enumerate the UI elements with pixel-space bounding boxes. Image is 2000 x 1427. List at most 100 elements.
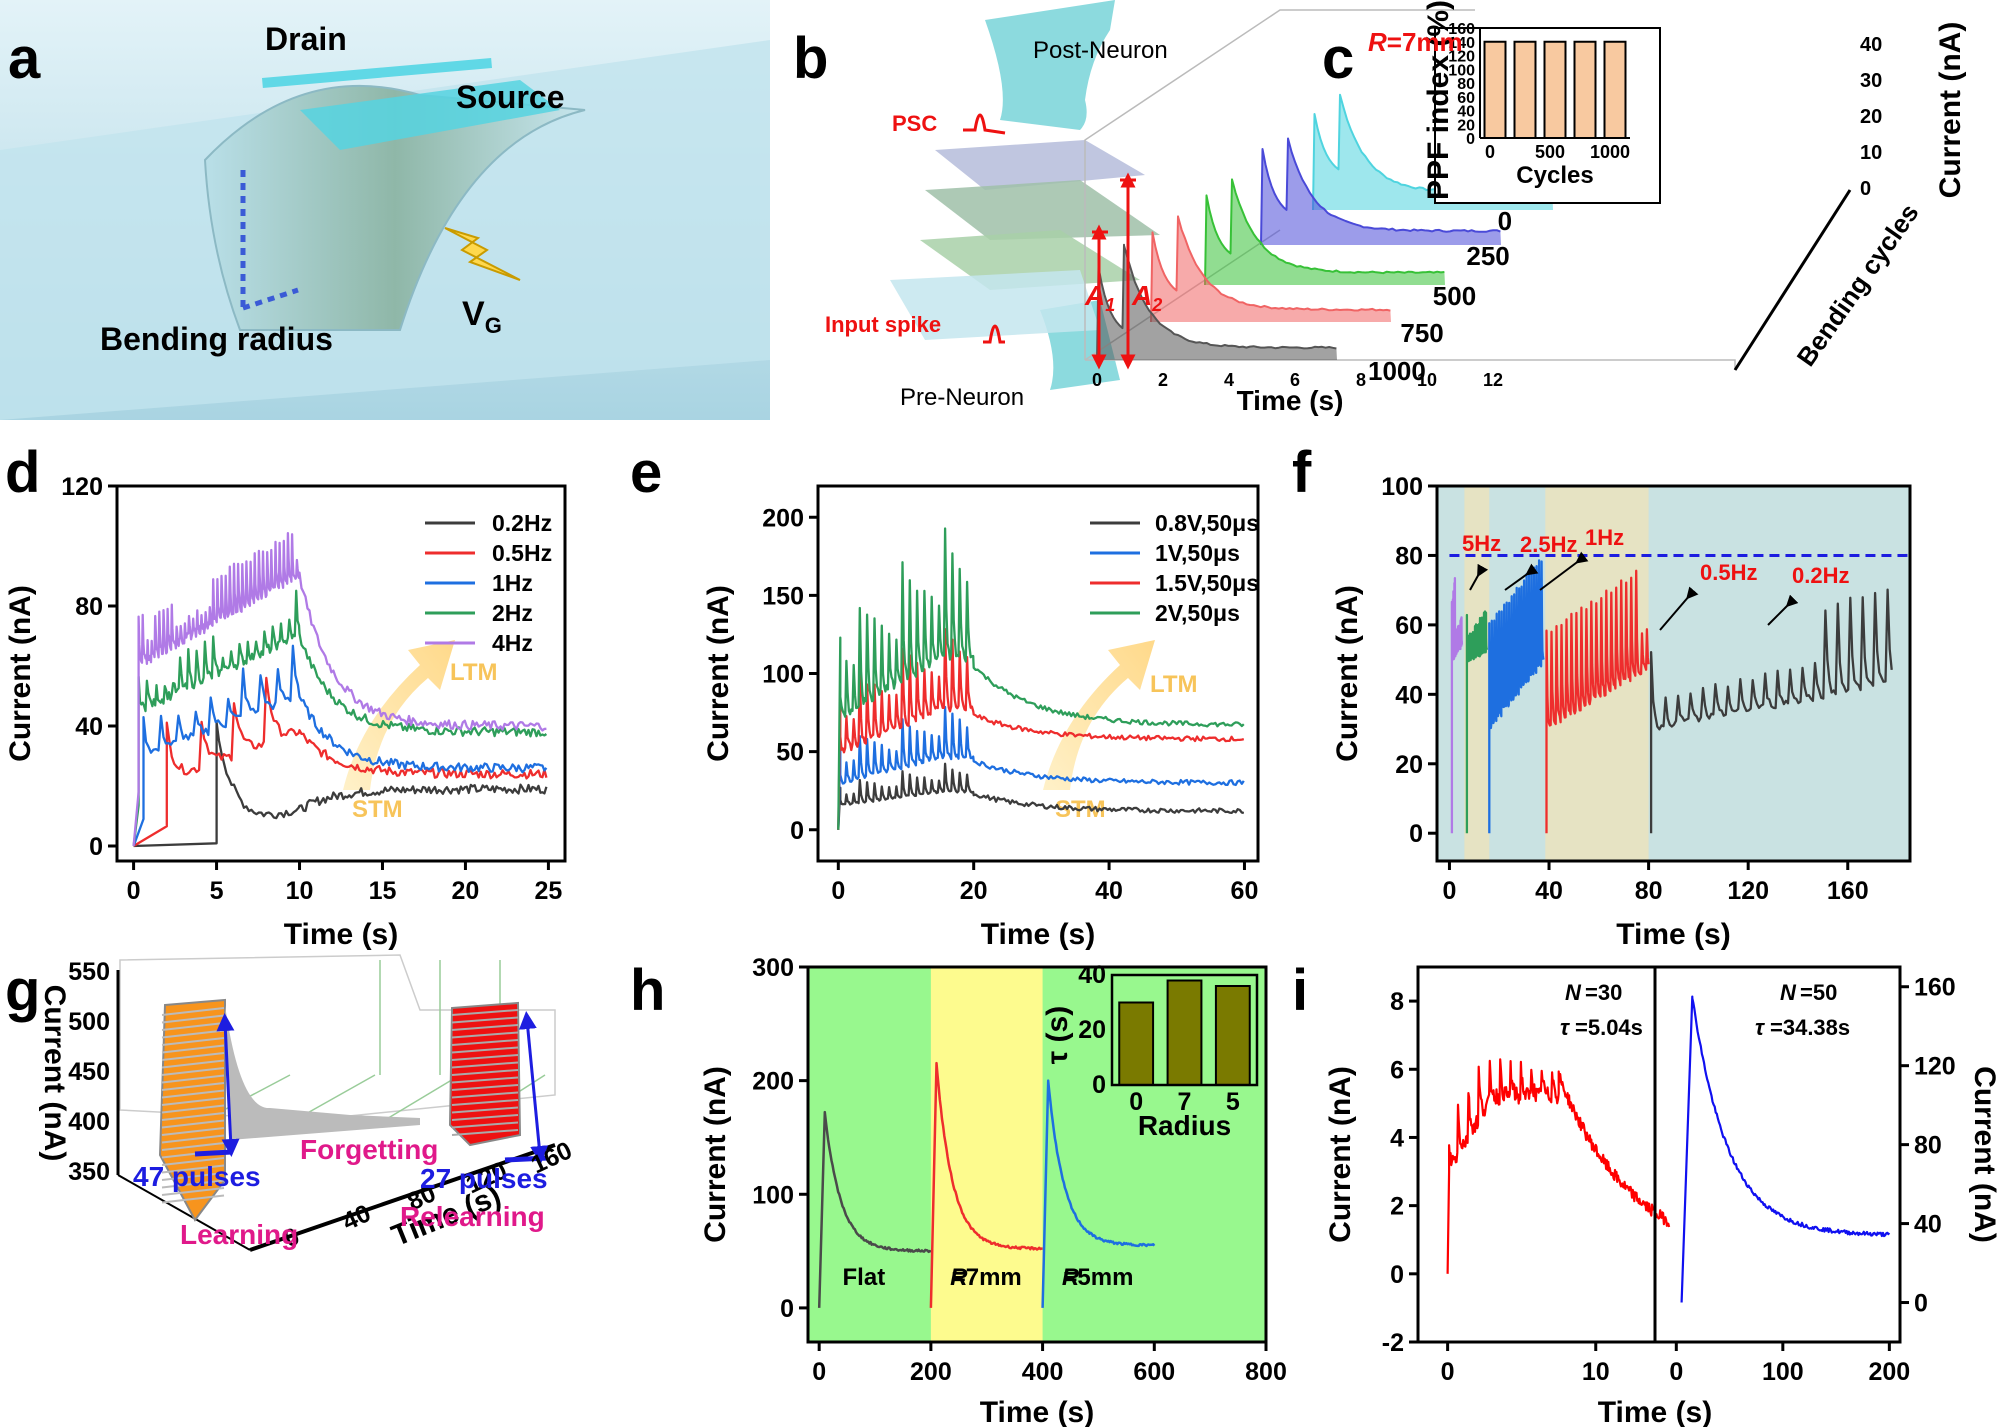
- panel-d-x-tick-label: 5: [210, 877, 224, 905]
- tau-x-tick-label: 5: [1226, 1088, 1240, 1116]
- series-1.5V,50μs-line: [837, 627, 1245, 830]
- pre-neuron-label: Pre-Neuron: [900, 384, 1024, 411]
- series-250-area: [1261, 138, 1501, 245]
- n30-italic: N: [1565, 980, 1582, 1005]
- series-n30-line: [1446, 1058, 1671, 1274]
- relearning-pulse: [451, 1106, 519, 1114]
- panel-g-y-label: Current (nA): [38, 985, 71, 1162]
- panel-d-y-tick-label: 0: [89, 833, 103, 861]
- ppf-y-tick-label: 20: [1457, 117, 1475, 134]
- ltm-arrow: [1043, 640, 1155, 790]
- panel-g-back-grid: [119, 954, 556, 1121]
- panel-e-y-tick-label: 100: [762, 661, 804, 689]
- panel-g-floor-grid: [384, 1074, 461, 1121]
- legend-label: 0.5Hz: [492, 540, 552, 566]
- panel-g-letter: g: [5, 958, 40, 1023]
- radius-label: R=7mm: [1368, 27, 1463, 57]
- relearning-pulse: [451, 1009, 519, 1016]
- learning-pulse: [161, 1142, 225, 1151]
- learning-pulse: [161, 1104, 225, 1114]
- panel-d-frame: [115, 484, 567, 863]
- panel-d-x-tick-label: 0: [127, 877, 141, 905]
- panel-c-x-tick-label: 4: [1224, 370, 1234, 390]
- panel-i-right-x-tick-label: 200: [1868, 1358, 1910, 1386]
- ppf-y-tick-label: 80: [1457, 76, 1475, 93]
- panel-h-letter: h: [630, 958, 665, 1023]
- legend-label: 0.8V,50μs: [1155, 510, 1259, 536]
- series-0.5Hz-line: [133, 676, 548, 847]
- bending-cycle-tick-label: 1000: [1368, 356, 1426, 386]
- panel-c-x-tick-label: 0: [1092, 370, 1102, 390]
- series-R=7mm-line: [929, 1061, 1043, 1308]
- n30-label: =30: [1585, 980, 1622, 1005]
- learning-pulse: [161, 1157, 225, 1166]
- panel-f-y-tick-label: 100: [1381, 473, 1423, 501]
- tau-y-tick-label: 20: [1078, 1016, 1106, 1044]
- drain-label: Drain: [265, 21, 347, 57]
- panel-f-x-tick-label: 80: [1635, 877, 1663, 905]
- panel-g-y-tick-label: 500: [68, 1008, 110, 1036]
- frequency-arrow: [1767, 594, 1799, 626]
- series-2V,50μs-line: [837, 527, 1245, 830]
- panel-f-y-label: Current (nA): [1331, 585, 1364, 762]
- ppf-y-tick-label: 60: [1457, 90, 1475, 107]
- tau-bar: [1166, 979, 1203, 1086]
- relearning-pulse: [451, 1091, 519, 1099]
- frequency-arrow: [1539, 551, 1589, 591]
- layer-4: [890, 270, 1100, 340]
- panel-h-y-tick-label: 100: [752, 1181, 794, 1209]
- r5mm-label: =5mm: [1063, 1264, 1133, 1291]
- relearning-pulse: [451, 1129, 519, 1136]
- ltm-arrow: [343, 640, 455, 790]
- panel-d-x-tick-label: 25: [535, 877, 563, 905]
- panel-c-x-tick-label: 10: [1417, 370, 1437, 390]
- stm-label: STM: [352, 796, 403, 823]
- source-electrode: [300, 80, 560, 150]
- relearning-pulse: [451, 1076, 519, 1084]
- ppf-x-label: Cycles: [1516, 162, 1593, 189]
- legend-label: 2V,50μs: [1155, 600, 1240, 626]
- panel-b-letter: b: [793, 26, 828, 91]
- series-750-area: [1151, 216, 1391, 322]
- legend-label: 1.5V,50μs: [1155, 570, 1259, 596]
- tau-bar: [1118, 1001, 1155, 1086]
- panel-f-y-tick-label: 20: [1395, 751, 1423, 779]
- panel-d-x-tick-label: 20: [452, 877, 480, 905]
- relearning-pulse: [451, 1121, 519, 1129]
- n50-label: =50: [1800, 980, 1837, 1005]
- learning-pulse: [161, 1037, 225, 1046]
- panel-i-right-y-label: Current (nA): [1968, 1066, 2000, 1243]
- panel-f-y-tick-label: 80: [1395, 542, 1423, 570]
- learning-pulse: [161, 1112, 225, 1121]
- panel-c-z-axis: [1733, 189, 1852, 371]
- series-500-line: [1204, 178, 1445, 286]
- panel-c-x-tick-label: 8: [1356, 370, 1366, 390]
- panel-h-x-tick-label: 200: [910, 1358, 952, 1386]
- tau-y-label: τ (s): [1041, 1006, 1074, 1064]
- series-2.5Hz-line: [1465, 610, 1488, 834]
- learning-baseline: [194, 1149, 233, 1157]
- panel-i-right-y-tick-label: 160: [1914, 974, 1956, 1002]
- ppf-y-label: PPF index (%): [1422, 0, 1455, 200]
- tau-right-label: =34.38s: [1770, 1015, 1850, 1040]
- learning-pulse: [161, 1044, 225, 1054]
- panel-e-y-tick-label: 200: [762, 504, 804, 532]
- ppf-bar: [1603, 40, 1627, 139]
- panel-c-y-tick-label: 0: [1860, 178, 1871, 200]
- panel-f-y-tick-label: 60: [1395, 612, 1423, 640]
- panel-f-frame: [1435, 484, 1912, 863]
- panel-c-y-tick-label: 20: [1860, 106, 1882, 128]
- panel-g-y-tick-label: 550: [68, 958, 110, 986]
- lightning-icon: [444, 227, 521, 281]
- input-spike-label: Input spike: [825, 312, 941, 337]
- frequency-label: 0.2Hz: [1792, 563, 1849, 588]
- learning-pulse: [161, 1074, 225, 1084]
- learning-pulse: [161, 1172, 225, 1181]
- layer-1: [935, 140, 1145, 190]
- panel-h-x-tick-label: 0: [812, 1358, 826, 1386]
- legend-label: 4Hz: [492, 630, 533, 656]
- series-2Hz-line: [132, 589, 548, 847]
- bending-cycle-tick-label: 250: [1466, 241, 1509, 271]
- learning-pulse: [161, 1007, 225, 1016]
